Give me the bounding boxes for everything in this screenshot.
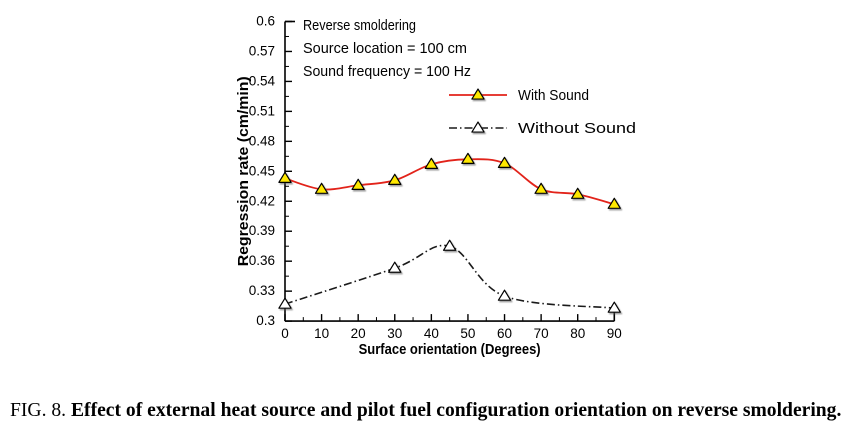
svg-text:0.33: 0.33 — [249, 283, 275, 298]
svg-text:10: 10 — [314, 326, 329, 341]
svg-text:Surface orientation (Degrees): Surface orientation (Degrees) — [359, 341, 541, 358]
svg-text:0.39: 0.39 — [249, 223, 275, 238]
svg-text:0.51: 0.51 — [249, 103, 275, 118]
svg-text:90: 90 — [607, 326, 622, 341]
svg-text:0.6: 0.6 — [256, 14, 275, 29]
svg-text:0.3: 0.3 — [256, 313, 275, 328]
svg-text:0.45: 0.45 — [249, 163, 275, 178]
svg-text:Reverse smoldering: Reverse smoldering — [303, 17, 416, 34]
svg-text:With Sound: With Sound — [518, 87, 589, 104]
svg-text:Without Sound: Without Sound — [518, 120, 636, 137]
svg-text:30: 30 — [387, 326, 402, 341]
svg-text:60: 60 — [497, 326, 512, 341]
svg-text:Regression rate (cm/min): Regression rate (cm/min) — [235, 76, 252, 266]
svg-text:70: 70 — [534, 326, 549, 341]
svg-text:0.57: 0.57 — [249, 43, 275, 58]
svg-text:Sound frequency = 100 Hz: Sound frequency = 100 Hz — [303, 63, 471, 80]
svg-text:0.48: 0.48 — [249, 133, 275, 148]
svg-text:0.36: 0.36 — [249, 253, 275, 268]
svg-text:0.42: 0.42 — [249, 193, 275, 208]
svg-text:40: 40 — [424, 326, 439, 341]
svg-text:0: 0 — [281, 326, 289, 341]
svg-text:0.54: 0.54 — [249, 73, 276, 88]
svg-text:Source location = 100 cm: Source location = 100 cm — [303, 40, 467, 57]
svg-text:80: 80 — [570, 326, 585, 341]
svg-text:20: 20 — [351, 326, 366, 341]
svg-text:50: 50 — [460, 326, 475, 341]
